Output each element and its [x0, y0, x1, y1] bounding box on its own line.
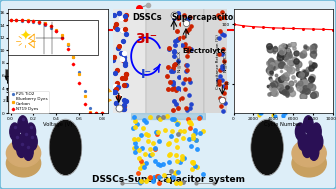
Circle shape	[309, 143, 319, 160]
P25 TiO2	[43, 24, 47, 26]
Circle shape	[10, 123, 19, 140]
Y-axis label: Capacitance Retention (%): Capacitance Retention (%)	[216, 34, 220, 89]
Text: Sensitized
photoanode: Sensitized photoanode	[5, 88, 52, 101]
Blueberry Dyes
Carbon	[54, 29, 58, 31]
Text: Supercapacitor: Supercapacitor	[260, 50, 332, 59]
Line: Blueberry Dyes
Carbon: Blueberry Dyes Carbon	[10, 19, 103, 114]
Text: Electrolyte: Electrolyte	[182, 48, 226, 54]
Ellipse shape	[6, 139, 41, 167]
Blueberry Dyes
Carbon	[100, 112, 104, 115]
FancyBboxPatch shape	[92, 0, 145, 145]
Circle shape	[298, 133, 308, 150]
Text: Supercapacitor: Supercapacitor	[171, 12, 237, 22]
N719 Dyes	[37, 21, 41, 23]
P25 TiO2	[9, 19, 13, 21]
Text: ✦: ✦	[54, 92, 70, 112]
Legend: P25 TiO2, Blueberry Dyes
Carbon, N719 Dyes: P25 TiO2, Blueberry Dyes Carbon, N719 Dy…	[9, 91, 49, 113]
P25 TiO2	[88, 107, 92, 109]
Circle shape	[302, 140, 312, 157]
Blueberry Dyes
Carbon	[88, 111, 92, 113]
Circle shape	[13, 133, 22, 150]
Blueberry Dyes
Carbon	[60, 34, 64, 36]
FancyBboxPatch shape	[5, 69, 12, 79]
Blueberry Dyes
Carbon	[43, 22, 47, 24]
P25 TiO2	[20, 20, 24, 22]
P25 TiO2	[37, 22, 41, 24]
Ellipse shape	[6, 149, 41, 177]
P25 TiO2	[71, 56, 75, 58]
Text: Ni@NPC-X: Ni@NPC-X	[223, 50, 227, 73]
Text: Ni@NPC-X: Ni@NPC-X	[177, 50, 181, 73]
N719 Dyes	[83, 103, 87, 105]
Blueberry Dyes
Carbon	[77, 73, 81, 75]
Circle shape	[252, 120, 283, 174]
N719 Dyes	[71, 63, 75, 65]
Circle shape	[313, 133, 323, 150]
N719 Dyes	[100, 112, 104, 115]
N719 Dyes	[66, 48, 70, 50]
P25 TiO2	[14, 19, 18, 22]
Blueberry Dyes
Carbon	[66, 43, 70, 45]
Text: PC: PC	[59, 25, 73, 35]
N719 Dyes	[20, 19, 24, 22]
P25 TiO2	[26, 20, 30, 22]
Blueberry Dyes
Carbon	[26, 19, 30, 22]
FancyBboxPatch shape	[204, 0, 241, 145]
N719 Dyes	[9, 19, 13, 21]
P25 TiO2	[94, 112, 98, 115]
P25 TiO2	[66, 44, 70, 46]
N719 Dyes	[32, 20, 36, 22]
Circle shape	[26, 123, 36, 140]
Line: N719 Dyes: N719 Dyes	[10, 19, 103, 114]
Ellipse shape	[292, 139, 326, 167]
P25 TiO2	[83, 90, 87, 92]
Circle shape	[18, 116, 28, 133]
P25 TiO2	[60, 36, 64, 38]
Blueberry Dyes
Carbon	[71, 56, 75, 58]
Blueberry Dyes
Carbon	[48, 25, 52, 27]
Text: 💡: 💡	[165, 172, 171, 182]
Blueberry Dyes
Carbon	[83, 95, 87, 97]
P25 TiO2	[32, 21, 36, 23]
Circle shape	[306, 130, 316, 147]
X-axis label: Cycle Number: Cycle Number	[264, 122, 302, 127]
N719 Dyes	[43, 23, 47, 25]
N719 Dyes	[48, 25, 52, 28]
N719 Dyes	[26, 20, 30, 22]
Text: Counter Electrode: Counter Electrode	[129, 47, 207, 56]
Blueberry Dyes
Carbon	[14, 19, 18, 21]
Text: ✦: ✦	[20, 30, 31, 44]
Circle shape	[303, 116, 313, 133]
Circle shape	[50, 120, 81, 174]
N719 Dyes	[94, 112, 98, 115]
Text: I⁻: I⁻	[141, 68, 152, 81]
Blueberry Dyes
Carbon	[20, 19, 24, 21]
N719 Dyes	[77, 82, 81, 84]
Line: P25 TiO2: P25 TiO2	[10, 19, 103, 114]
Circle shape	[28, 133, 37, 150]
N719 Dyes	[60, 37, 64, 40]
Circle shape	[17, 140, 26, 157]
Text: PC: PC	[261, 25, 275, 35]
Text: 3I⁻: 3I⁻	[135, 32, 157, 46]
Circle shape	[311, 123, 321, 140]
Text: Blueberry
Dyes: Blueberry Dyes	[14, 67, 45, 77]
X-axis label: Voltage (V): Voltage (V)	[43, 122, 73, 127]
FancyBboxPatch shape	[145, 0, 202, 145]
P25 TiO2	[100, 112, 104, 115]
Circle shape	[295, 123, 305, 140]
Blueberry Dyes
Carbon	[94, 112, 98, 115]
P25 TiO2	[54, 30, 58, 33]
Blueberry Dyes
Carbon	[32, 20, 36, 22]
FancyBboxPatch shape	[2, 20, 98, 55]
N719 Dyes	[14, 19, 18, 21]
P25 TiO2	[48, 27, 52, 29]
FancyBboxPatch shape	[168, 0, 204, 145]
Circle shape	[24, 143, 33, 160]
Circle shape	[21, 130, 30, 147]
N719 Dyes	[88, 112, 92, 115]
Text: DSSCs-Supercapacitor system: DSSCs-Supercapacitor system	[91, 175, 245, 184]
Text: DSSCs: DSSCs	[132, 12, 162, 22]
Blueberry Dyes
Carbon	[9, 18, 13, 21]
